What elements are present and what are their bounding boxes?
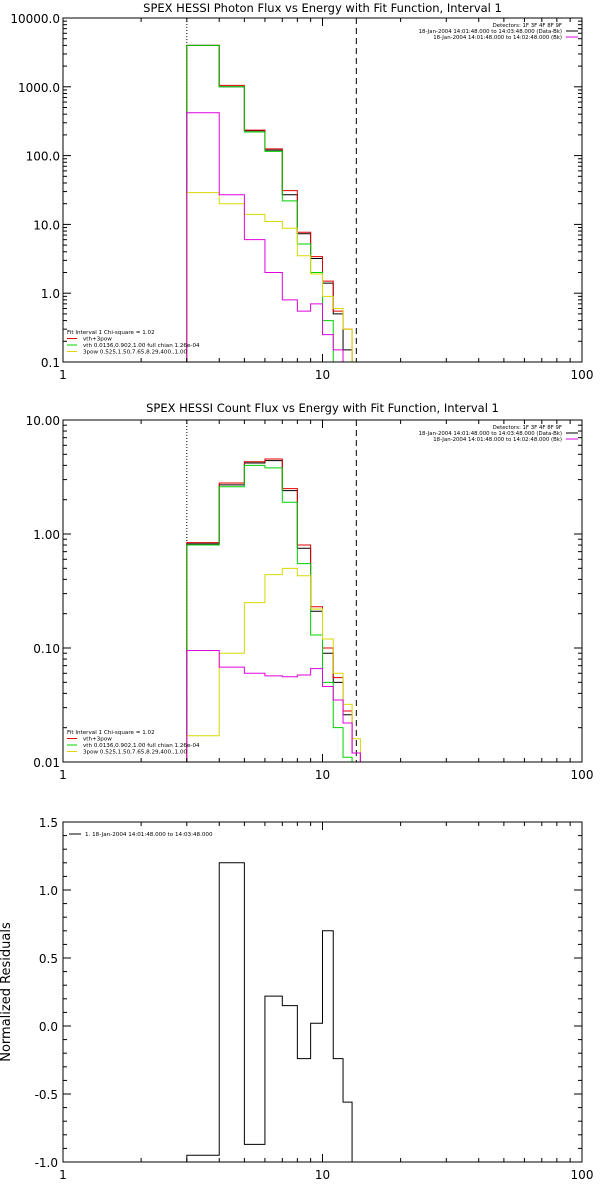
series-group — [186, 458, 369, 762]
x-tick-label: 10 — [315, 368, 330, 382]
legend-bottom-text: Fit Interval 1 Chi-square = 1.02 — [67, 730, 155, 736]
legend-bottom-text: 3pow 0.525,1.50,7.65,8.29,400.,1.00 — [83, 350, 188, 356]
y-tick-label: 1.5 — [39, 816, 58, 830]
y-tick-label: 0.0 — [39, 1020, 58, 1034]
series-line-2 — [186, 44, 344, 362]
series-group — [186, 862, 353, 1162]
legend-bottom-text: vth 0.0136,0.902,1.00 full chian 1.26e-0… — [83, 343, 200, 349]
series-line-3 — [186, 567, 369, 762]
legend-top-text: Detectors: 1F 3F 4F 8F 9F — [493, 425, 562, 431]
legend-top-text: 18-Jan-2004 14:01:48.000 to 14:03:48.000… — [419, 431, 562, 437]
y-tick-label: 10.00 — [26, 414, 60, 428]
legend-bottom-text: vth 0.0136,0.902,1.00 full chian 1.26e-0… — [83, 743, 200, 749]
chart-title: SPEX HESSI Photon Flux vs Energy with Fi… — [143, 1, 502, 15]
x-tick-label: 1 — [59, 368, 67, 382]
legend-top-text: 18-Jan-2004 14:01:48.000 to 14:02:48.000… — [433, 437, 562, 443]
legend-top-text: Detectors: 1F 3F 4F 8F 9F — [493, 23, 562, 29]
y-tick-label: 0.5 — [39, 952, 58, 966]
y-tick-label: 0.10 — [33, 642, 60, 656]
x-tick-label: 1 — [59, 768, 67, 782]
plot-frame — [62, 419, 583, 763]
photon-flux-panel: SPEX HESSI Photon Flux vs Energy with Fi… — [10, 1, 593, 382]
x-tick-label: 10 — [315, 1168, 330, 1182]
series-line-0 — [186, 44, 369, 362]
legend-top-text: 18-Jan-2004 14:01:48.000 to 14:02:48.000… — [433, 35, 562, 41]
series-group — [186, 44, 369, 362]
legend-bottom-text: vth+3pow — [83, 337, 112, 343]
y-tick-label: -0.5 — [35, 1088, 58, 1102]
series-line-3 — [186, 192, 361, 362]
legend-top-text: 18-Jan-2004 14:01:48.000 to 14:03:48.000… — [419, 29, 562, 35]
y-tick-label: 1000.0 — [18, 81, 60, 95]
y-tick-label: 0.1 — [41, 356, 60, 370]
x-tick-label: 10 — [315, 768, 330, 782]
y-tick-label: 0.01 — [33, 756, 60, 770]
y-axis-label: Normalized Residuals — [0, 922, 14, 1062]
chart-title: SPEX HESSI Count Flux vs Energy with Fit… — [146, 401, 499, 415]
legend-text: 1. 18-Jan-2004 14:01:48.000 to 14:03:48.… — [85, 832, 213, 838]
series-line-4 — [186, 112, 353, 362]
x-tick-label: 1 — [59, 1168, 67, 1182]
y-tick-label: 1.0 — [41, 287, 60, 301]
y-tick-label: 10.0 — [33, 218, 60, 232]
x-tick-label: 100 — [571, 1168, 594, 1182]
series-line-4 — [186, 650, 369, 762]
series-line-0 — [186, 460, 369, 762]
x-tick-label: 100 — [571, 368, 594, 382]
series-line-2 — [186, 464, 353, 762]
legend-bottom-text: 3pow 0.525,1.50,7.65,8.29,400.,1.00 — [83, 750, 188, 756]
y-tick-label: 1.0 — [39, 884, 58, 898]
y-tick-label: 1.00 — [33, 528, 60, 542]
series-line-0 — [186, 862, 353, 1162]
y-tick-label: -1.0 — [35, 1156, 58, 1170]
series-line-1 — [186, 458, 369, 762]
legend-bottom-text: vth+3pow — [83, 737, 112, 743]
y-tick-label: 100.0 — [26, 150, 60, 164]
series-line-1 — [186, 44, 369, 362]
y-tick-label: 10000.0 — [10, 12, 60, 26]
count-flux-panel: SPEX HESSI Count Flux vs Energy with Fit… — [26, 401, 594, 782]
residuals-panel: 1 10 100 -1.0 -0.5 0.0 0.5 1.0 1.5 Normalized Res… — [0, 816, 593, 1182]
legend-bottom-text: Fit Interval 1 Chi-square = 1.02 — [67, 330, 155, 336]
x-tick-label: 100 — [571, 768, 594, 782]
